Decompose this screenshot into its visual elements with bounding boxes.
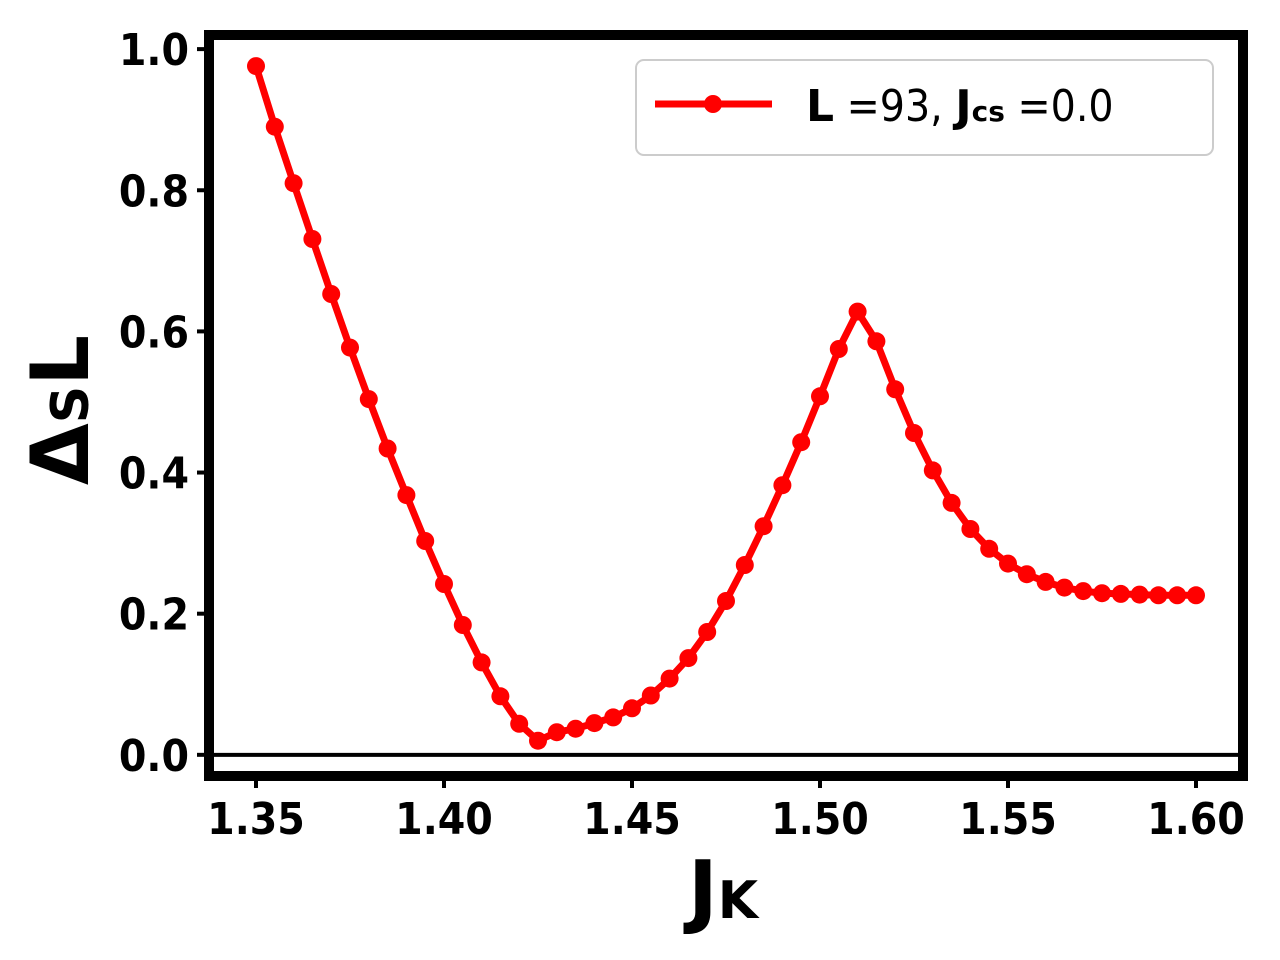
y-tick-label: 0.6 [119,307,189,358]
plot-area [209,57,1243,757]
y-tick-label: 0.2 [119,590,189,641]
y-axis-label-main: Δ [14,423,107,485]
data-point [397,486,416,505]
y-tick-label: 1.0 [119,25,189,76]
x-axis-label-sub: K [718,871,760,931]
data-point [453,616,472,634]
legend-j-symbol: J [952,81,971,132]
data-point [811,387,829,406]
axis-ticks: 1.35 1.40 1.45 1.50 1.55 1.60 0.0 0.2 0.4 0.6 0.8 1… [119,25,1245,845]
data-point [529,731,547,750]
data-point [679,649,698,668]
data-point [341,338,359,357]
data-point [660,669,679,688]
data-point [322,285,341,303]
data-point [1036,572,1055,591]
x-axis-label-main: J [683,844,718,937]
data-point [416,532,435,550]
data-point [566,719,585,738]
legend-entry: L =93, Jcs =0.0 [806,81,1114,132]
data-point [942,493,961,512]
y-tick-label: 0.8 [119,166,189,217]
data-point [247,57,265,76]
series-line [252,62,1200,745]
legend-l-value: =93, [834,81,955,132]
data-point [265,117,284,136]
data-point [1187,586,1205,605]
data-point [1093,584,1111,603]
data-point [999,554,1017,573]
data-point [1055,578,1074,597]
data-point [829,340,848,358]
data-point [1017,565,1036,584]
y-axis-label-tail: L [14,335,107,386]
data-point [359,390,378,409]
legend-j-value: =0.0 [1005,81,1114,132]
y-tick-label: 0.0 [119,731,189,782]
data-point [717,592,735,610]
data-point [961,520,980,538]
data-point [641,686,660,705]
data-point [980,539,999,558]
data-point [435,575,453,593]
x-tick-label: 1.45 [583,794,681,845]
data-point [886,380,905,399]
x-axis-label: JK [683,844,760,937]
x-tick-label: 1.50 [771,794,869,845]
data-point [905,424,923,442]
legend-marker [704,95,722,113]
y-axis-label: ΔSL [14,335,107,485]
y-axis-label-sub: S [41,386,101,423]
data-point [604,708,623,727]
y-tick-label: 0.4 [119,449,189,500]
data-point [1149,586,1168,605]
data-point [867,332,886,351]
data-point [510,714,529,733]
data-point [1168,586,1187,605]
data-point [623,699,641,718]
data-point [754,517,773,536]
data-point [792,433,811,452]
x-tick-label: 1.35 [207,794,305,845]
plot-frame [204,30,1248,781]
data-point [585,714,604,733]
data-point [698,623,717,641]
data-point [1130,585,1149,604]
data-point [1111,584,1130,603]
x-tick-label: 1.55 [959,794,1057,845]
legend: L =93, Jcs =0.0 [635,59,1214,156]
data-point [303,230,322,248]
legend-l-symbol: L [806,81,834,132]
data-point [378,439,397,458]
data-point [773,476,792,495]
data-point [848,302,867,321]
data-point [284,174,303,193]
data-point [735,556,754,574]
data-point [1074,582,1093,601]
data-point [547,723,566,742]
data-point [491,687,510,706]
legend-box [635,59,1214,156]
x-tick-label: 1.40 [395,794,493,845]
data-point [472,653,491,672]
data-point [923,461,942,480]
x-tick-label: 1.60 [1147,794,1245,845]
legend-j-subscript: cs [972,95,1005,128]
